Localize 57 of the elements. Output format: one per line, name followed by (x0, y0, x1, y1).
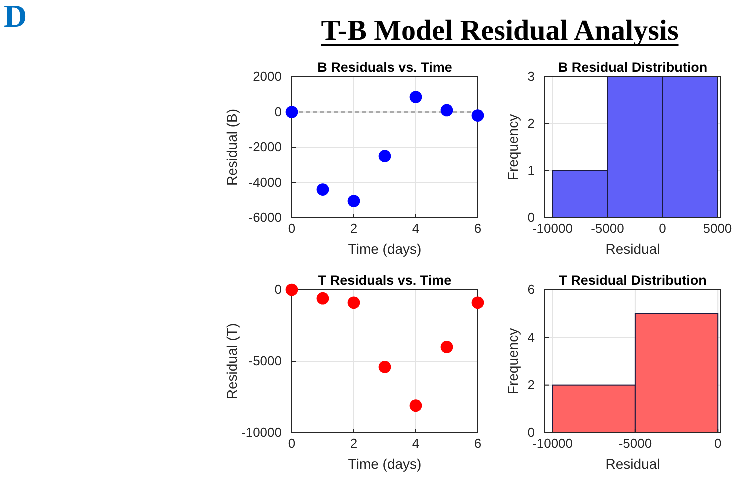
point (286, 106, 298, 118)
point (348, 296, 360, 310)
y-tick-label: 0 (274, 104, 282, 120)
y-tick-label: 3 (528, 69, 535, 84)
y-tick-label: -5000 (248, 354, 282, 369)
point (440, 104, 454, 117)
y-tick-label: 4 (528, 330, 535, 345)
x-tick-label: 0 (714, 436, 722, 452)
y-tick-label: -4000 (248, 174, 282, 190)
y-tick-label: 2 (528, 377, 535, 392)
point (378, 361, 392, 374)
x-tick-label: 5000 (703, 221, 732, 236)
chart-title: T Residuals vs. Time (318, 273, 452, 288)
x-tick-label: 0 (659, 221, 666, 236)
x-tick-label: 4 (412, 436, 420, 452)
y-axis-title: Residual (B) (224, 108, 240, 186)
x-tick-label: 0 (288, 436, 296, 452)
point (472, 110, 484, 122)
point (316, 184, 330, 196)
y-tick-label: 0 (528, 210, 535, 226)
x-tick-label: 2 (350, 436, 358, 452)
point (410, 400, 422, 412)
chart-title: T Residual Distribution (559, 273, 707, 288)
text: D (4, 0, 28, 34)
chart-title: B Residual Distribution (558, 60, 708, 75)
point (410, 91, 422, 104)
y-axis-title: Frequency (505, 328, 521, 395)
x-axis-title: Residual (606, 456, 660, 472)
x-tick-label: -5000 (618, 436, 652, 452)
x-axis-title: Time (days) (348, 241, 422, 257)
point (440, 341, 454, 354)
y-tick-label: -6000 (248, 210, 282, 226)
y-tick-label: -2000 (248, 140, 282, 155)
x-tick-label: 6 (474, 436, 482, 452)
y-tick-label: 0 (528, 425, 535, 440)
x-tick-label: 0 (288, 221, 296, 236)
y-tick-label: 0 (274, 282, 282, 298)
point (316, 292, 330, 305)
y-tick-label: 2 (528, 116, 535, 132)
x-tick-label: -5000 (591, 221, 624, 236)
text: T-B Model Residual Analysis (321, 15, 679, 47)
x-axis-title: Residual (606, 241, 660, 257)
point (348, 195, 360, 208)
x-tick-label: 2 (350, 221, 358, 236)
x-axis-title: Time (days) (348, 456, 422, 472)
y-tick-label: 1 (528, 163, 535, 178)
y-tick-label: -10000 (242, 425, 282, 440)
point (286, 284, 298, 296)
y-tick-label: 6 (528, 282, 535, 298)
y-axis-title: Frequency (505, 114, 521, 181)
chart-title: B Residuals vs. Time (318, 60, 453, 75)
y-axis-title: Residual (T) (224, 323, 240, 400)
x-tick-label: 6 (474, 221, 482, 236)
x-tick-label: 4 (412, 221, 420, 236)
y-tick-label: 2000 (253, 69, 282, 84)
point (472, 296, 484, 310)
point (378, 150, 392, 162)
